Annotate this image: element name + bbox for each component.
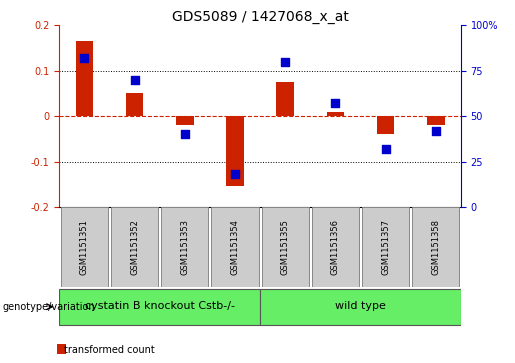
Bar (327, 112, 344, 116)
Text: genotype/variation: genotype/variation (3, 302, 95, 312)
Bar (260, 289, 461, 325)
Text: transformed count: transformed count (64, 345, 155, 355)
Text: GSM1151352: GSM1151352 (130, 219, 139, 275)
Bar (262, 207, 309, 287)
Text: cystatin B knockout Cstb-/-: cystatin B knockout Cstb-/- (84, 301, 235, 311)
Bar (362, 207, 409, 287)
Bar (211, 207, 259, 287)
Bar (312, 207, 359, 287)
Bar (427, 116, 444, 125)
Point (281, 59, 289, 65)
Point (80, 55, 89, 61)
Bar (59, 289, 260, 325)
Bar (161, 207, 209, 287)
Point (130, 77, 139, 83)
Bar (377, 116, 394, 134)
Point (382, 146, 390, 152)
Point (331, 101, 339, 106)
Text: GSM1151357: GSM1151357 (381, 219, 390, 275)
Bar (176, 116, 194, 125)
Bar (76, 41, 93, 116)
Point (231, 171, 239, 177)
Text: GSM1151354: GSM1151354 (231, 219, 239, 275)
Text: GSM1151355: GSM1151355 (281, 219, 289, 275)
Point (432, 128, 440, 134)
Bar (126, 94, 143, 116)
Title: GDS5089 / 1427068_x_at: GDS5089 / 1427068_x_at (171, 11, 349, 24)
Text: wild type: wild type (335, 301, 386, 311)
Text: GSM1151358: GSM1151358 (432, 219, 440, 275)
Bar (412, 207, 459, 287)
Point (181, 131, 189, 137)
Bar (61, 207, 108, 287)
Text: GSM1151351: GSM1151351 (80, 219, 89, 275)
Bar (277, 82, 294, 116)
Text: GSM1151356: GSM1151356 (331, 219, 340, 275)
Bar (111, 207, 158, 287)
Text: GSM1151353: GSM1151353 (180, 219, 189, 275)
Bar (226, 116, 244, 187)
